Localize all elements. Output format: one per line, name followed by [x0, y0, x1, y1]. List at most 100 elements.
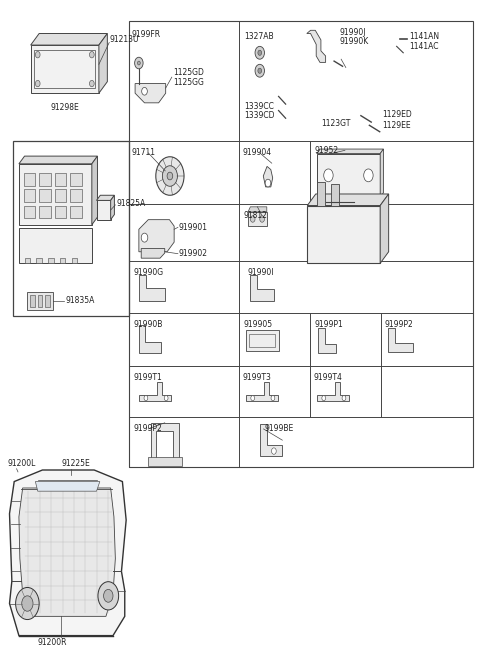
Bar — [48, 258, 54, 263]
Text: 9199T1: 9199T1 — [133, 373, 162, 382]
Bar — [55, 174, 66, 186]
Polygon shape — [31, 33, 108, 45]
Circle shape — [167, 172, 173, 180]
Text: 1125GD: 1125GD — [173, 67, 204, 77]
Circle shape — [144, 396, 148, 401]
Text: 91200R: 91200R — [38, 637, 67, 646]
Polygon shape — [19, 156, 97, 164]
Polygon shape — [264, 166, 273, 187]
Bar — [19, 228, 92, 263]
Polygon shape — [139, 275, 165, 301]
Polygon shape — [307, 206, 380, 263]
Circle shape — [324, 169, 333, 182]
Polygon shape — [380, 194, 389, 263]
Bar — [24, 174, 36, 186]
Polygon shape — [151, 423, 179, 458]
Text: 1339CD: 1339CD — [244, 111, 275, 120]
Text: 919901: 919901 — [179, 223, 208, 232]
Circle shape — [137, 61, 140, 65]
Text: 91835A: 91835A — [65, 296, 95, 305]
Polygon shape — [317, 149, 384, 153]
Polygon shape — [307, 194, 389, 206]
Bar — [30, 295, 35, 307]
Polygon shape — [92, 156, 97, 225]
Text: 919904: 919904 — [242, 149, 272, 157]
Circle shape — [22, 596, 33, 611]
Text: 9199T3: 9199T3 — [242, 373, 271, 382]
Text: 1141AN: 1141AN — [409, 32, 440, 41]
Text: 91213U: 91213U — [110, 35, 139, 44]
Circle shape — [260, 215, 264, 222]
Polygon shape — [19, 164, 92, 225]
Circle shape — [342, 396, 346, 401]
Circle shape — [89, 81, 94, 87]
Bar — [331, 184, 339, 206]
Text: 91711: 91711 — [132, 149, 156, 157]
Circle shape — [251, 215, 255, 222]
Circle shape — [134, 57, 143, 69]
Circle shape — [258, 68, 262, 73]
Circle shape — [164, 396, 168, 401]
Bar — [39, 206, 51, 218]
Polygon shape — [388, 328, 413, 352]
Circle shape — [265, 179, 271, 187]
Bar — [317, 183, 325, 206]
Text: 91990J: 91990J — [340, 28, 366, 37]
Polygon shape — [317, 153, 380, 197]
Circle shape — [156, 157, 184, 195]
Text: 91225E: 91225E — [61, 459, 90, 468]
Bar — [24, 258, 30, 263]
Bar — [45, 295, 50, 307]
Bar — [148, 457, 182, 466]
Bar — [60, 258, 65, 263]
Text: 9199T4: 9199T4 — [313, 373, 342, 382]
Circle shape — [104, 590, 113, 602]
Polygon shape — [139, 382, 171, 402]
Text: 91200L: 91200L — [7, 459, 36, 468]
Polygon shape — [135, 84, 166, 103]
Circle shape — [258, 50, 262, 55]
Text: 919902: 919902 — [179, 249, 208, 258]
Polygon shape — [380, 149, 384, 197]
Bar — [24, 206, 36, 218]
Bar — [70, 206, 82, 218]
Text: 1339CC: 1339CC — [244, 102, 274, 111]
Circle shape — [142, 87, 147, 95]
Polygon shape — [96, 195, 114, 200]
Bar — [27, 291, 53, 310]
Bar — [246, 330, 278, 351]
Polygon shape — [19, 488, 115, 616]
Text: 1123GT: 1123GT — [321, 119, 350, 128]
Circle shape — [364, 169, 373, 182]
Text: 9199FR: 9199FR — [132, 30, 161, 39]
Circle shape — [141, 233, 148, 242]
Polygon shape — [99, 33, 108, 93]
Polygon shape — [110, 195, 114, 219]
Polygon shape — [251, 275, 274, 301]
Polygon shape — [36, 481, 100, 491]
Bar — [13, 141, 129, 316]
Bar — [38, 295, 42, 307]
Circle shape — [322, 396, 325, 401]
Text: 9199BE: 9199BE — [264, 424, 294, 434]
Polygon shape — [96, 200, 110, 219]
Text: 91990B: 91990B — [133, 320, 163, 329]
Bar — [250, 334, 275, 347]
Bar — [72, 258, 77, 263]
Text: 91952: 91952 — [314, 147, 338, 155]
Bar — [130, 21, 473, 467]
Text: 91990I: 91990I — [247, 268, 274, 277]
Bar — [39, 174, 51, 186]
Polygon shape — [10, 470, 126, 635]
Bar — [55, 189, 66, 202]
Bar — [70, 189, 82, 202]
Polygon shape — [246, 382, 277, 402]
Bar — [39, 189, 51, 202]
Bar — [36, 258, 42, 263]
Circle shape — [251, 396, 254, 401]
Text: 91825A: 91825A — [116, 199, 145, 208]
Bar — [35, 50, 95, 88]
Bar — [248, 212, 267, 226]
Text: 91990G: 91990G — [133, 268, 163, 277]
Bar — [24, 189, 36, 202]
